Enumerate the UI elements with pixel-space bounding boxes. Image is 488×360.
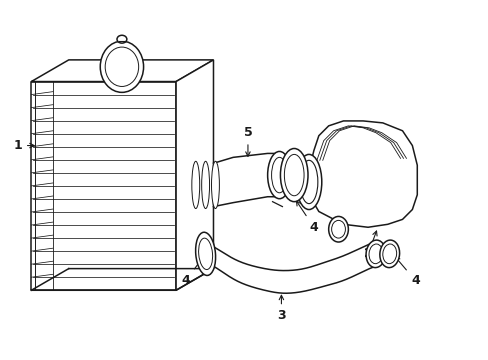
Text: 3: 3 <box>277 295 285 322</box>
Ellipse shape <box>328 216 347 242</box>
Ellipse shape <box>100 41 143 93</box>
Ellipse shape <box>195 232 215 275</box>
Ellipse shape <box>191 161 199 208</box>
Polygon shape <box>308 121 416 227</box>
Ellipse shape <box>280 148 307 202</box>
Ellipse shape <box>267 152 291 199</box>
Ellipse shape <box>284 154 304 196</box>
Text: 5: 5 <box>243 126 252 156</box>
Ellipse shape <box>271 157 287 193</box>
Ellipse shape <box>201 161 209 208</box>
Ellipse shape <box>331 220 345 238</box>
Text: 4: 4 <box>296 201 318 234</box>
Ellipse shape <box>382 244 396 264</box>
Ellipse shape <box>198 238 212 270</box>
Ellipse shape <box>368 244 382 264</box>
Ellipse shape <box>366 240 385 267</box>
Text: 1: 1 <box>13 139 34 152</box>
PathPatch shape <box>31 82 176 290</box>
Text: 2: 2 <box>363 231 376 260</box>
Ellipse shape <box>296 154 321 210</box>
Text: 4: 4 <box>394 257 419 287</box>
Ellipse shape <box>379 240 399 267</box>
Ellipse shape <box>105 47 139 86</box>
Ellipse shape <box>117 35 126 43</box>
PathPatch shape <box>176 60 213 290</box>
Text: 4: 4 <box>181 257 203 287</box>
Ellipse shape <box>300 160 317 204</box>
PathPatch shape <box>31 60 213 82</box>
Ellipse shape <box>211 161 219 208</box>
